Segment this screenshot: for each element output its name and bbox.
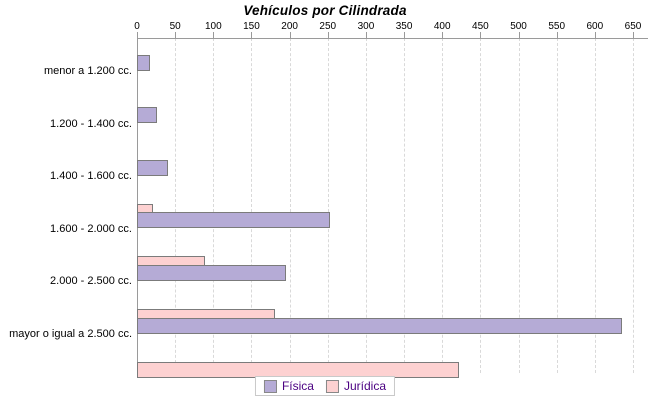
x-tick-label: 650 [624,21,642,32]
category-label: menor a 1.200 cc. [43,65,132,77]
vertical-gridline [442,38,444,373]
vertical-gridline [251,38,253,373]
x-tick-mark [327,32,329,38]
x-tick-label: 600 [586,21,604,32]
x-tick-mark [442,32,444,38]
vertical-gridline [213,38,215,373]
vertical-gridline [480,38,482,373]
vertical-gridline [633,38,634,373]
legend-swatch-juridica [325,379,339,393]
x-tick-label: 0 [134,21,140,32]
category-label: 2.000 - 2.500 cc. [50,275,132,288]
x-tick-label: 550 [548,21,566,32]
category-label: mayor o igual a 2.500 cc. [9,328,132,340]
x-tick-label: 450 [472,21,489,32]
x-tick-mark [556,32,558,38]
vertical-gridline [289,38,291,373]
vertical-gridline [365,38,367,373]
x-tick-label: 50 [169,21,181,32]
vertical-gridline [518,38,520,373]
x-tick-label: 150 [243,21,260,32]
x-tick-label: 350 [395,21,413,32]
x-tick-mark [518,32,520,38]
legend: Física Jurídica [254,376,396,396]
bar-fisica [137,54,150,71]
category-label: 1.200 - 1.400 cc. [50,117,132,130]
x-tick-mark [594,32,596,38]
bar-fisica [137,264,286,281]
category-label: 1.400 - 1.600 cc. [50,170,132,183]
x-tick-mark [213,32,215,38]
x-tick-label: 500 [510,21,527,32]
legend-label-fisica: Física [281,379,314,393]
chart-title: Vehículos por Cilindrada [243,3,407,18]
bar-fisica [137,159,168,176]
vertical-gridline [327,38,329,373]
x-tick-mark [365,32,367,38]
value-axis-line [137,38,648,39]
x-tick-label: 250 [319,21,337,32]
vertical-gridline [175,38,177,373]
x-tick-mark [137,32,138,38]
x-tick-mark [289,32,291,38]
x-tick-mark [175,32,177,38]
legend-item-juridica: Jurídica [325,379,387,393]
vertical-gridline [594,38,596,373]
category-label: 1.600 - 2.000 cc. [50,222,132,235]
x-tick-mark [480,32,482,38]
x-tick-mark [633,32,634,38]
x-tick-label: 300 [357,21,375,32]
x-tick-label: 400 [433,21,451,32]
x-tick-label: 200 [281,21,298,32]
bar-fisica [137,107,157,124]
vertical-gridline [404,38,406,373]
legend-swatch-fisica [263,379,277,393]
x-tick-mark [251,32,253,38]
bar-fisica [137,212,330,229]
bar-fisica [137,317,622,334]
vertical-gridline [556,38,558,373]
legend-item-fisica: Física [263,379,314,393]
x-tick-label: 100 [204,21,222,32]
legend-label-juridica: Jurídica [343,379,387,393]
x-tick-mark [404,32,406,38]
category-axis-line [137,38,138,368]
